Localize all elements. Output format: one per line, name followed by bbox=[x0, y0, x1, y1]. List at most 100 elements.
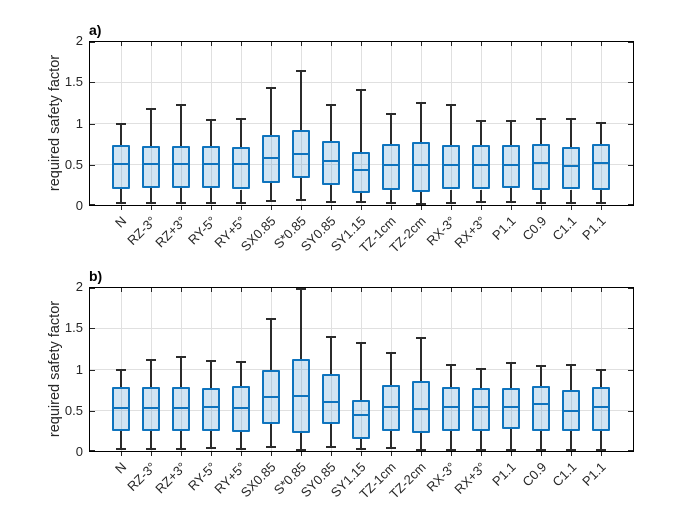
box-TZ-1cm bbox=[382, 385, 400, 432]
x-tick bbox=[510, 206, 512, 210]
x-tick bbox=[360, 288, 362, 292]
x-tick-label: RZ+3° bbox=[151, 459, 189, 497]
median-RY+5° bbox=[232, 407, 250, 410]
median-P1.1 bbox=[592, 405, 610, 408]
upper-whisker-cap bbox=[356, 342, 366, 345]
x-tick bbox=[600, 206, 602, 210]
lower-whisker bbox=[120, 431, 122, 449]
x-tick bbox=[510, 288, 512, 292]
upper-whisker bbox=[540, 119, 542, 145]
lower-whisker-cap bbox=[596, 201, 606, 204]
upper-whisker-cap bbox=[146, 359, 156, 362]
lower-whisker-cap bbox=[236, 201, 246, 204]
upper-whisker bbox=[600, 122, 602, 145]
y-tick bbox=[90, 164, 95, 166]
upper-whisker bbox=[420, 338, 422, 382]
median-RY-5° bbox=[202, 162, 220, 165]
lower-whisker-cap bbox=[146, 201, 156, 204]
x-tick bbox=[180, 42, 182, 46]
x-tick bbox=[300, 42, 302, 46]
x-tick-label: C1.1 bbox=[548, 459, 579, 490]
lower-whisker bbox=[240, 432, 242, 449]
y-gridline bbox=[90, 327, 633, 329]
box-C1.1 bbox=[562, 147, 580, 190]
x-tick bbox=[180, 206, 182, 210]
median-TZ-1cm bbox=[382, 405, 400, 408]
box-RX-3° bbox=[442, 386, 460, 431]
lower-whisker bbox=[360, 192, 362, 202]
upper-whisker bbox=[120, 369, 122, 387]
x-tick bbox=[210, 288, 212, 292]
box-P1.1 bbox=[592, 144, 610, 190]
median-N bbox=[112, 407, 130, 410]
x-tick bbox=[480, 42, 482, 46]
y-tick bbox=[628, 328, 633, 330]
box-RX+3° bbox=[472, 144, 490, 190]
lower-whisker bbox=[210, 430, 212, 448]
y-tick bbox=[628, 42, 633, 43]
upper-whisker-cap bbox=[326, 104, 336, 107]
upper-whisker-cap bbox=[146, 108, 156, 111]
lower-whisker-cap bbox=[296, 199, 306, 202]
x-tick bbox=[180, 452, 182, 456]
lower-whisker-cap bbox=[116, 201, 126, 204]
box-P1.1 bbox=[502, 144, 520, 188]
lower-whisker bbox=[150, 187, 152, 203]
upper-whisker bbox=[180, 104, 182, 146]
lower-whisker-cap bbox=[416, 203, 426, 206]
upper-whisker-cap bbox=[506, 361, 516, 364]
upper-whisker bbox=[150, 109, 152, 146]
x-tick bbox=[420, 206, 422, 210]
y-tick-label: 1.5 bbox=[64, 74, 83, 90]
x-tick bbox=[450, 288, 452, 292]
x-tick bbox=[330, 42, 332, 46]
x-tick bbox=[210, 206, 212, 210]
x-tick bbox=[570, 288, 572, 292]
upper-whisker-cap bbox=[446, 363, 456, 366]
median-RY-5° bbox=[202, 406, 220, 409]
y-tick-label: 2 bbox=[75, 33, 83, 48]
lower-whisker bbox=[480, 430, 482, 450]
lower-whisker bbox=[540, 430, 542, 450]
x-tick bbox=[450, 206, 452, 210]
box-RZ+3° bbox=[172, 145, 190, 188]
upper-whisker bbox=[270, 319, 272, 371]
x-tick bbox=[360, 206, 362, 210]
lower-whisker bbox=[390, 431, 392, 448]
x-tick bbox=[420, 288, 422, 292]
x-tick-label: P1.1 bbox=[489, 459, 519, 489]
box-SY0.85 bbox=[322, 140, 340, 185]
lower-whisker bbox=[120, 188, 122, 203]
upper-whisker bbox=[150, 360, 152, 387]
median-RX-3° bbox=[442, 405, 460, 408]
x-tick bbox=[420, 452, 422, 456]
x-tick bbox=[240, 452, 242, 456]
median-RX+3° bbox=[472, 163, 490, 166]
x-tick bbox=[510, 42, 512, 46]
upper-whisker-cap bbox=[176, 356, 186, 359]
upper-whisker-cap bbox=[266, 87, 276, 90]
upper-whisker-cap bbox=[206, 119, 216, 122]
lower-whisker-cap bbox=[116, 447, 126, 450]
x-tick bbox=[570, 452, 572, 456]
median-C0.9 bbox=[532, 162, 550, 165]
lower-whisker-cap bbox=[596, 448, 606, 451]
y-tick-label: 1 bbox=[75, 115, 83, 131]
x-tick bbox=[120, 42, 122, 46]
lower-whisker-cap bbox=[356, 447, 366, 450]
upper-whisker bbox=[240, 118, 242, 147]
lower-whisker-cap bbox=[266, 446, 276, 449]
x-tick bbox=[600, 42, 602, 46]
x-tick bbox=[540, 288, 542, 292]
lower-whisker-cap bbox=[206, 446, 216, 449]
upper-whisker-cap bbox=[566, 363, 576, 366]
upper-whisker-cap bbox=[386, 352, 396, 354]
y-tick bbox=[628, 369, 633, 371]
upper-whisker-cap bbox=[536, 365, 546, 368]
x-tick bbox=[480, 452, 482, 456]
x-tick-label: C0.9 bbox=[518, 459, 549, 490]
y-tick-label: 0.5 bbox=[64, 156, 83, 172]
median-P1.1 bbox=[502, 405, 520, 408]
